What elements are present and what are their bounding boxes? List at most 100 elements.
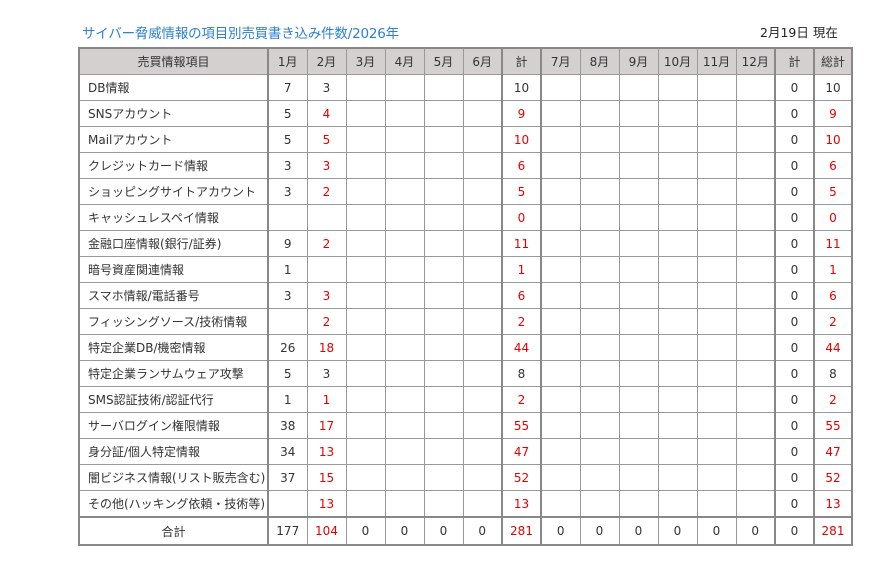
cell-value <box>657 152 698 179</box>
cell-value <box>579 438 620 465</box>
cell-value <box>540 178 581 205</box>
cell-value <box>540 100 581 127</box>
column-header: 2月 <box>306 47 347 75</box>
cell-value <box>345 386 386 413</box>
cell-value <box>423 204 464 231</box>
cell-value: 0 <box>774 464 815 491</box>
table-row: Mailアカウント 5 5 10 0 10 <box>78 126 853 153</box>
cell-value <box>696 464 737 491</box>
cell-value <box>345 334 386 361</box>
cell-value <box>657 126 698 153</box>
cell-value: 0 <box>774 204 815 231</box>
cell-value: 0 <box>774 360 815 387</box>
cell-value <box>735 74 776 101</box>
cell-value: 0 <box>774 334 815 361</box>
cell-value <box>345 100 386 127</box>
cell-value <box>735 360 776 387</box>
cell-value <box>423 308 464 335</box>
cell-value <box>540 360 581 387</box>
cell-value <box>696 386 737 413</box>
cell-value: 3 <box>306 282 347 309</box>
cell-value <box>579 282 620 309</box>
cell-value <box>540 256 581 283</box>
cell-value <box>462 178 503 205</box>
cell-value <box>657 438 698 465</box>
cell-value: 52 <box>501 464 542 491</box>
cell-value: 281 <box>501 516 542 546</box>
cell-value <box>696 74 737 101</box>
table-row: サーバログイン権限情報 38 17 55 0 55 <box>78 412 853 439</box>
cell-value <box>735 282 776 309</box>
cell-value: 2 <box>306 178 347 205</box>
cell-value <box>345 464 386 491</box>
cell-value <box>696 412 737 439</box>
table-row: クレジットカード情報 3 3 6 0 6 <box>78 152 853 179</box>
sales-count-table: 売買情報項目 1月 2月 3月 4月 5月 6月計 7月 8月 9月 10月 11月 12月計総計 DB… <box>78 47 853 546</box>
row-label: 合計 <box>78 516 269 546</box>
cell-value <box>345 230 386 257</box>
cell-value <box>696 308 737 335</box>
cell-value: 1 <box>306 386 347 413</box>
cell-value <box>462 282 503 309</box>
cell-value <box>423 360 464 387</box>
row-label: 特定企業DB/機密情報 <box>78 334 269 361</box>
cell-value <box>696 438 737 465</box>
cell-value: 3 <box>306 74 347 101</box>
cell-value <box>696 100 737 127</box>
cell-value: 9 <box>501 100 542 127</box>
cell-value: 3 <box>267 178 308 205</box>
cell-value: 6 <box>501 282 542 309</box>
cell-value: 13 <box>306 490 347 518</box>
cell-value <box>423 256 464 283</box>
cell-value <box>345 74 386 101</box>
cell-value <box>462 204 503 231</box>
column-header: 計 <box>501 47 542 75</box>
cell-value <box>423 178 464 205</box>
cell-value <box>696 256 737 283</box>
cell-value <box>423 100 464 127</box>
cell-value <box>345 178 386 205</box>
cell-value: 0 <box>462 516 503 546</box>
cell-value: 9 <box>267 230 308 257</box>
cell-value <box>735 204 776 231</box>
cell-value <box>696 152 737 179</box>
cell-value <box>618 74 659 101</box>
cell-value <box>345 438 386 465</box>
cell-value <box>579 360 620 387</box>
cell-value <box>735 178 776 205</box>
cell-value <box>579 74 620 101</box>
cell-value: 11 <box>813 230 853 257</box>
column-header: 総計 <box>813 47 853 75</box>
cell-value: 44 <box>813 334 853 361</box>
cell-value: 2 <box>813 308 853 335</box>
cell-value: 13 <box>501 490 542 518</box>
cell-value: 37 <box>267 464 308 491</box>
column-header: 売買情報項目 <box>78 47 269 75</box>
cell-value <box>696 178 737 205</box>
row-label: クレジットカード情報 <box>78 152 269 179</box>
row-label: サーバログイン権限情報 <box>78 412 269 439</box>
cell-value: 8 <box>501 360 542 387</box>
cell-value <box>696 334 737 361</box>
cell-value <box>696 230 737 257</box>
cell-value: 0 <box>774 308 815 335</box>
cell-value: 5 <box>267 100 308 127</box>
cell-value <box>540 386 581 413</box>
cell-value <box>735 100 776 127</box>
cell-value <box>579 230 620 257</box>
cell-value: 0 <box>657 516 698 546</box>
cell-value: 0 <box>696 516 737 546</box>
cell-value: 0 <box>813 204 853 231</box>
table-row: スマホ情報/電話番号 3 3 6 0 6 <box>78 282 853 309</box>
cell-value: 0 <box>774 490 815 518</box>
table-row: SNSアカウント 5 4 9 0 9 <box>78 100 853 127</box>
row-label: スマホ情報/電話番号 <box>78 282 269 309</box>
column-header: 1月 <box>267 47 308 75</box>
cell-value <box>423 230 464 257</box>
cell-value <box>657 282 698 309</box>
table-row: DB情報 7 3 10 0 10 <box>78 74 853 101</box>
cell-value <box>579 334 620 361</box>
cell-value <box>657 386 698 413</box>
cell-value <box>462 74 503 101</box>
cell-value <box>462 308 503 335</box>
